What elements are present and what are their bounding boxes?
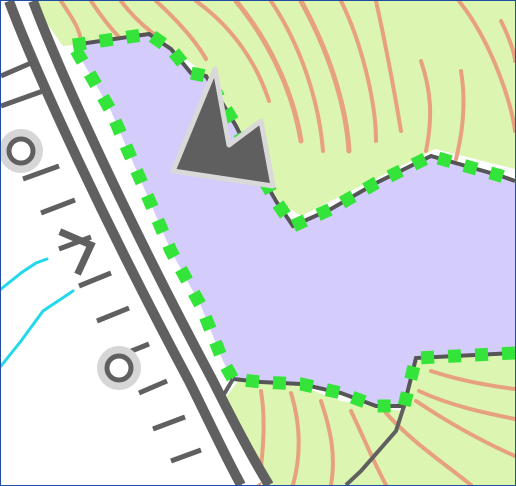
vegetation-area-north	[31, 1, 515, 216]
peak-icon[interactable]	[170, 66, 276, 189]
water-streams	[1, 257, 75, 368]
station-marker-icon[interactable]	[1, 129, 43, 173]
highlighted-area[interactable]	[73, 34, 515, 406]
direction-chevron-icon	[58, 228, 96, 276]
vegetation-area-south	[223, 349, 515, 485]
station-marker-icon[interactable]	[97, 346, 141, 390]
